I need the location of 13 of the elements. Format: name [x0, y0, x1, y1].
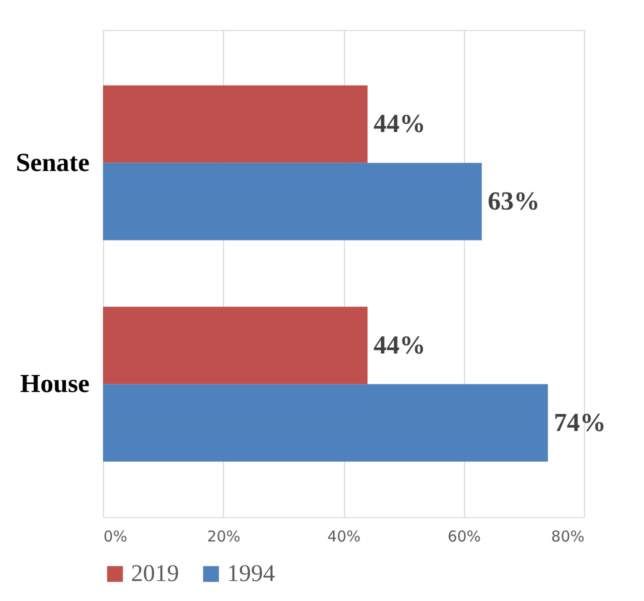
x-tick-label: 60% [448, 528, 481, 546]
data-label: 63% [488, 186, 540, 216]
legend-label: 1994 [227, 561, 275, 587]
y-tick-label: Senate [16, 148, 90, 177]
x-tick-label: 80% [551, 528, 584, 546]
data-label: 74% [554, 408, 606, 437]
legend-label: 2019 [131, 561, 179, 587]
x-tick-label: 20% [207, 528, 240, 546]
x-tick-label: 0% [104, 528, 128, 546]
data-label: 44% [374, 109, 426, 138]
y-tick-label: House [20, 369, 90, 398]
x-tick-label: 40% [327, 528, 361, 546]
data-label: 44% [374, 330, 426, 360]
